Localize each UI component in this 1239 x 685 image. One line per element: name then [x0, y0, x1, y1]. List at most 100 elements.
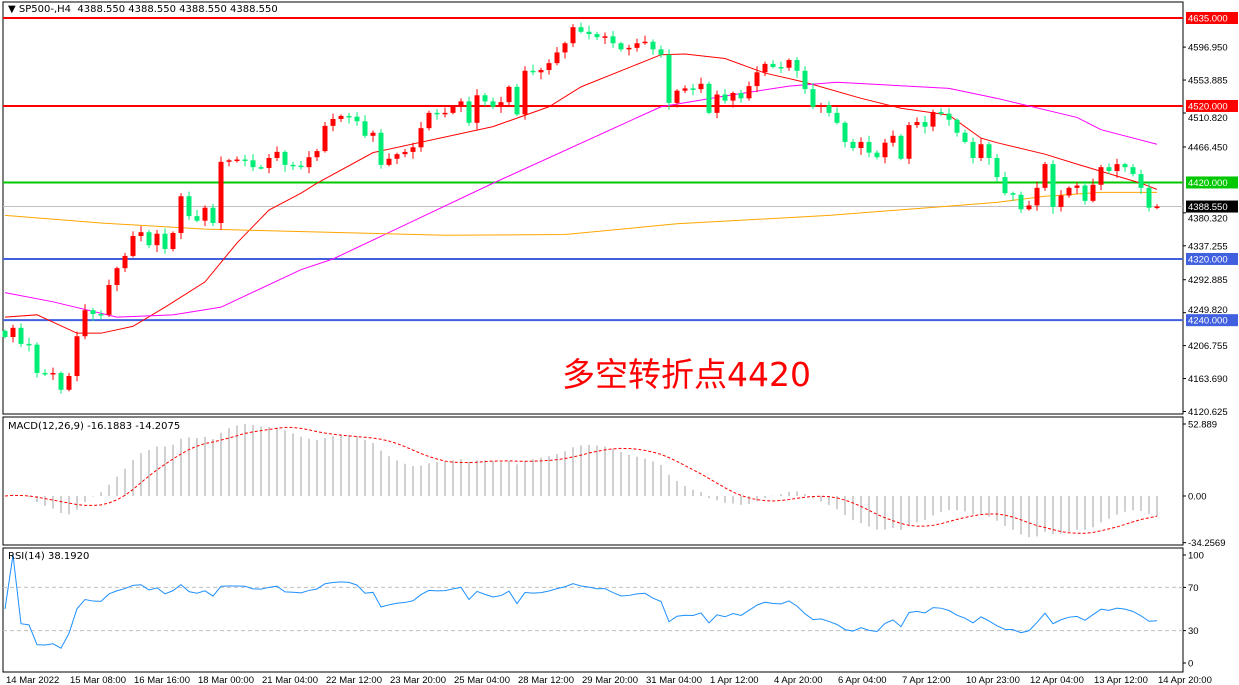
candle — [930, 109, 936, 132]
time-label: 21 Mar 04:00 — [262, 675, 318, 685]
candle-body — [746, 86, 752, 99]
candle-body — [1034, 187, 1040, 206]
level-price-tag-label: 4635.000 — [1188, 14, 1228, 25]
candle — [1154, 204, 1160, 210]
candle-body — [650, 41, 656, 50]
candle-body — [90, 310, 96, 315]
collapse-triangle-icon[interactable]: ▼ — [8, 4, 19, 15]
candle-body — [322, 125, 328, 152]
candle — [626, 44, 632, 56]
candle-body — [50, 372, 56, 375]
candle — [618, 41, 624, 52]
time-label: 28 Mar 12:00 — [518, 675, 574, 685]
level-price-tag — [1186, 200, 1238, 213]
candle-body — [1130, 167, 1136, 175]
candle-body — [834, 112, 840, 123]
candle-body — [386, 158, 392, 165]
candle-body — [730, 92, 736, 101]
candle — [514, 83, 520, 116]
macd-tick-label: -34.2569 — [1188, 538, 1226, 549]
main-panel-border — [2, 1, 1184, 415]
candle — [410, 142, 416, 159]
candle — [1018, 191, 1024, 214]
candle-body — [970, 141, 976, 158]
price-tick-label: 4466.450 — [1188, 142, 1228, 153]
candle-body — [250, 160, 256, 168]
candle — [962, 129, 968, 144]
candle — [658, 45, 664, 58]
candle — [1026, 200, 1032, 211]
candle — [690, 83, 696, 96]
candle — [874, 150, 880, 160]
candle-body — [578, 27, 584, 32]
candle — [290, 161, 296, 171]
candle-body — [706, 83, 712, 113]
candle-body — [914, 122, 920, 126]
candle — [322, 122, 328, 153]
candle-body — [418, 128, 424, 148]
candle — [586, 25, 592, 40]
candle — [498, 96, 504, 113]
candle — [378, 128, 384, 169]
price-tick-label: 4380.320 — [1188, 214, 1228, 225]
time-label: 15 Mar 08:00 — [70, 675, 126, 685]
candle — [418, 122, 424, 152]
candle — [1106, 163, 1112, 175]
candle — [994, 154, 1000, 182]
symbol-label: SP500-,H4 — [18, 4, 72, 15]
candle-body — [1098, 167, 1104, 185]
candle-body — [522, 70, 528, 115]
candle-body — [202, 207, 208, 221]
rsi-line — [4, 554, 1158, 649]
candle-body — [1082, 185, 1088, 201]
candle — [642, 35, 648, 45]
price-tick-label: 4337.255 — [1188, 241, 1228, 252]
level-price-tag-label: 4420.000 — [1188, 178, 1228, 189]
candle — [730, 91, 736, 108]
candle — [162, 228, 168, 254]
candle — [1146, 181, 1152, 212]
candle-body — [162, 233, 168, 250]
candle-body — [1106, 167, 1112, 171]
candle — [1034, 181, 1040, 211]
candle — [314, 148, 320, 162]
rsi-tick-label: 100 — [1188, 551, 1204, 562]
candle — [546, 59, 552, 75]
candle — [938, 108, 944, 116]
candle-body — [66, 376, 72, 390]
candle — [1130, 164, 1136, 177]
candle-body — [378, 132, 384, 165]
candle-body — [442, 112, 448, 115]
candle-body — [138, 232, 144, 237]
candle-body — [618, 43, 624, 50]
level-price-tag — [1186, 99, 1238, 112]
candle-body — [146, 232, 152, 246]
candle-body — [642, 41, 648, 44]
candle — [242, 154, 248, 167]
candle-body — [954, 119, 960, 133]
level-price-tag — [1186, 176, 1238, 189]
candle — [850, 138, 856, 152]
candle-body — [994, 157, 1000, 178]
candle-body — [234, 159, 240, 162]
level-price-tag — [1186, 314, 1238, 327]
candle — [282, 150, 288, 172]
level-price-tag-label: 4240.000 — [1188, 316, 1228, 327]
candle-body — [402, 151, 408, 155]
candle — [1082, 180, 1088, 205]
candle-body — [82, 310, 88, 337]
candle — [1002, 171, 1008, 196]
candle-body — [810, 89, 816, 107]
candle-body — [570, 27, 576, 44]
rsi-panel-border — [2, 547, 1184, 673]
time-label: 22 Mar 12:00 — [326, 675, 382, 685]
candle — [1114, 158, 1120, 178]
candle-body — [922, 122, 928, 127]
candle — [778, 61, 784, 74]
candle-body — [34, 344, 40, 373]
moving-average-line-0 — [4, 53, 1158, 334]
candle — [986, 141, 992, 165]
candle-body — [1010, 193, 1016, 195]
price-tick-label: 4596.950 — [1188, 43, 1228, 54]
candle-body — [562, 43, 568, 53]
